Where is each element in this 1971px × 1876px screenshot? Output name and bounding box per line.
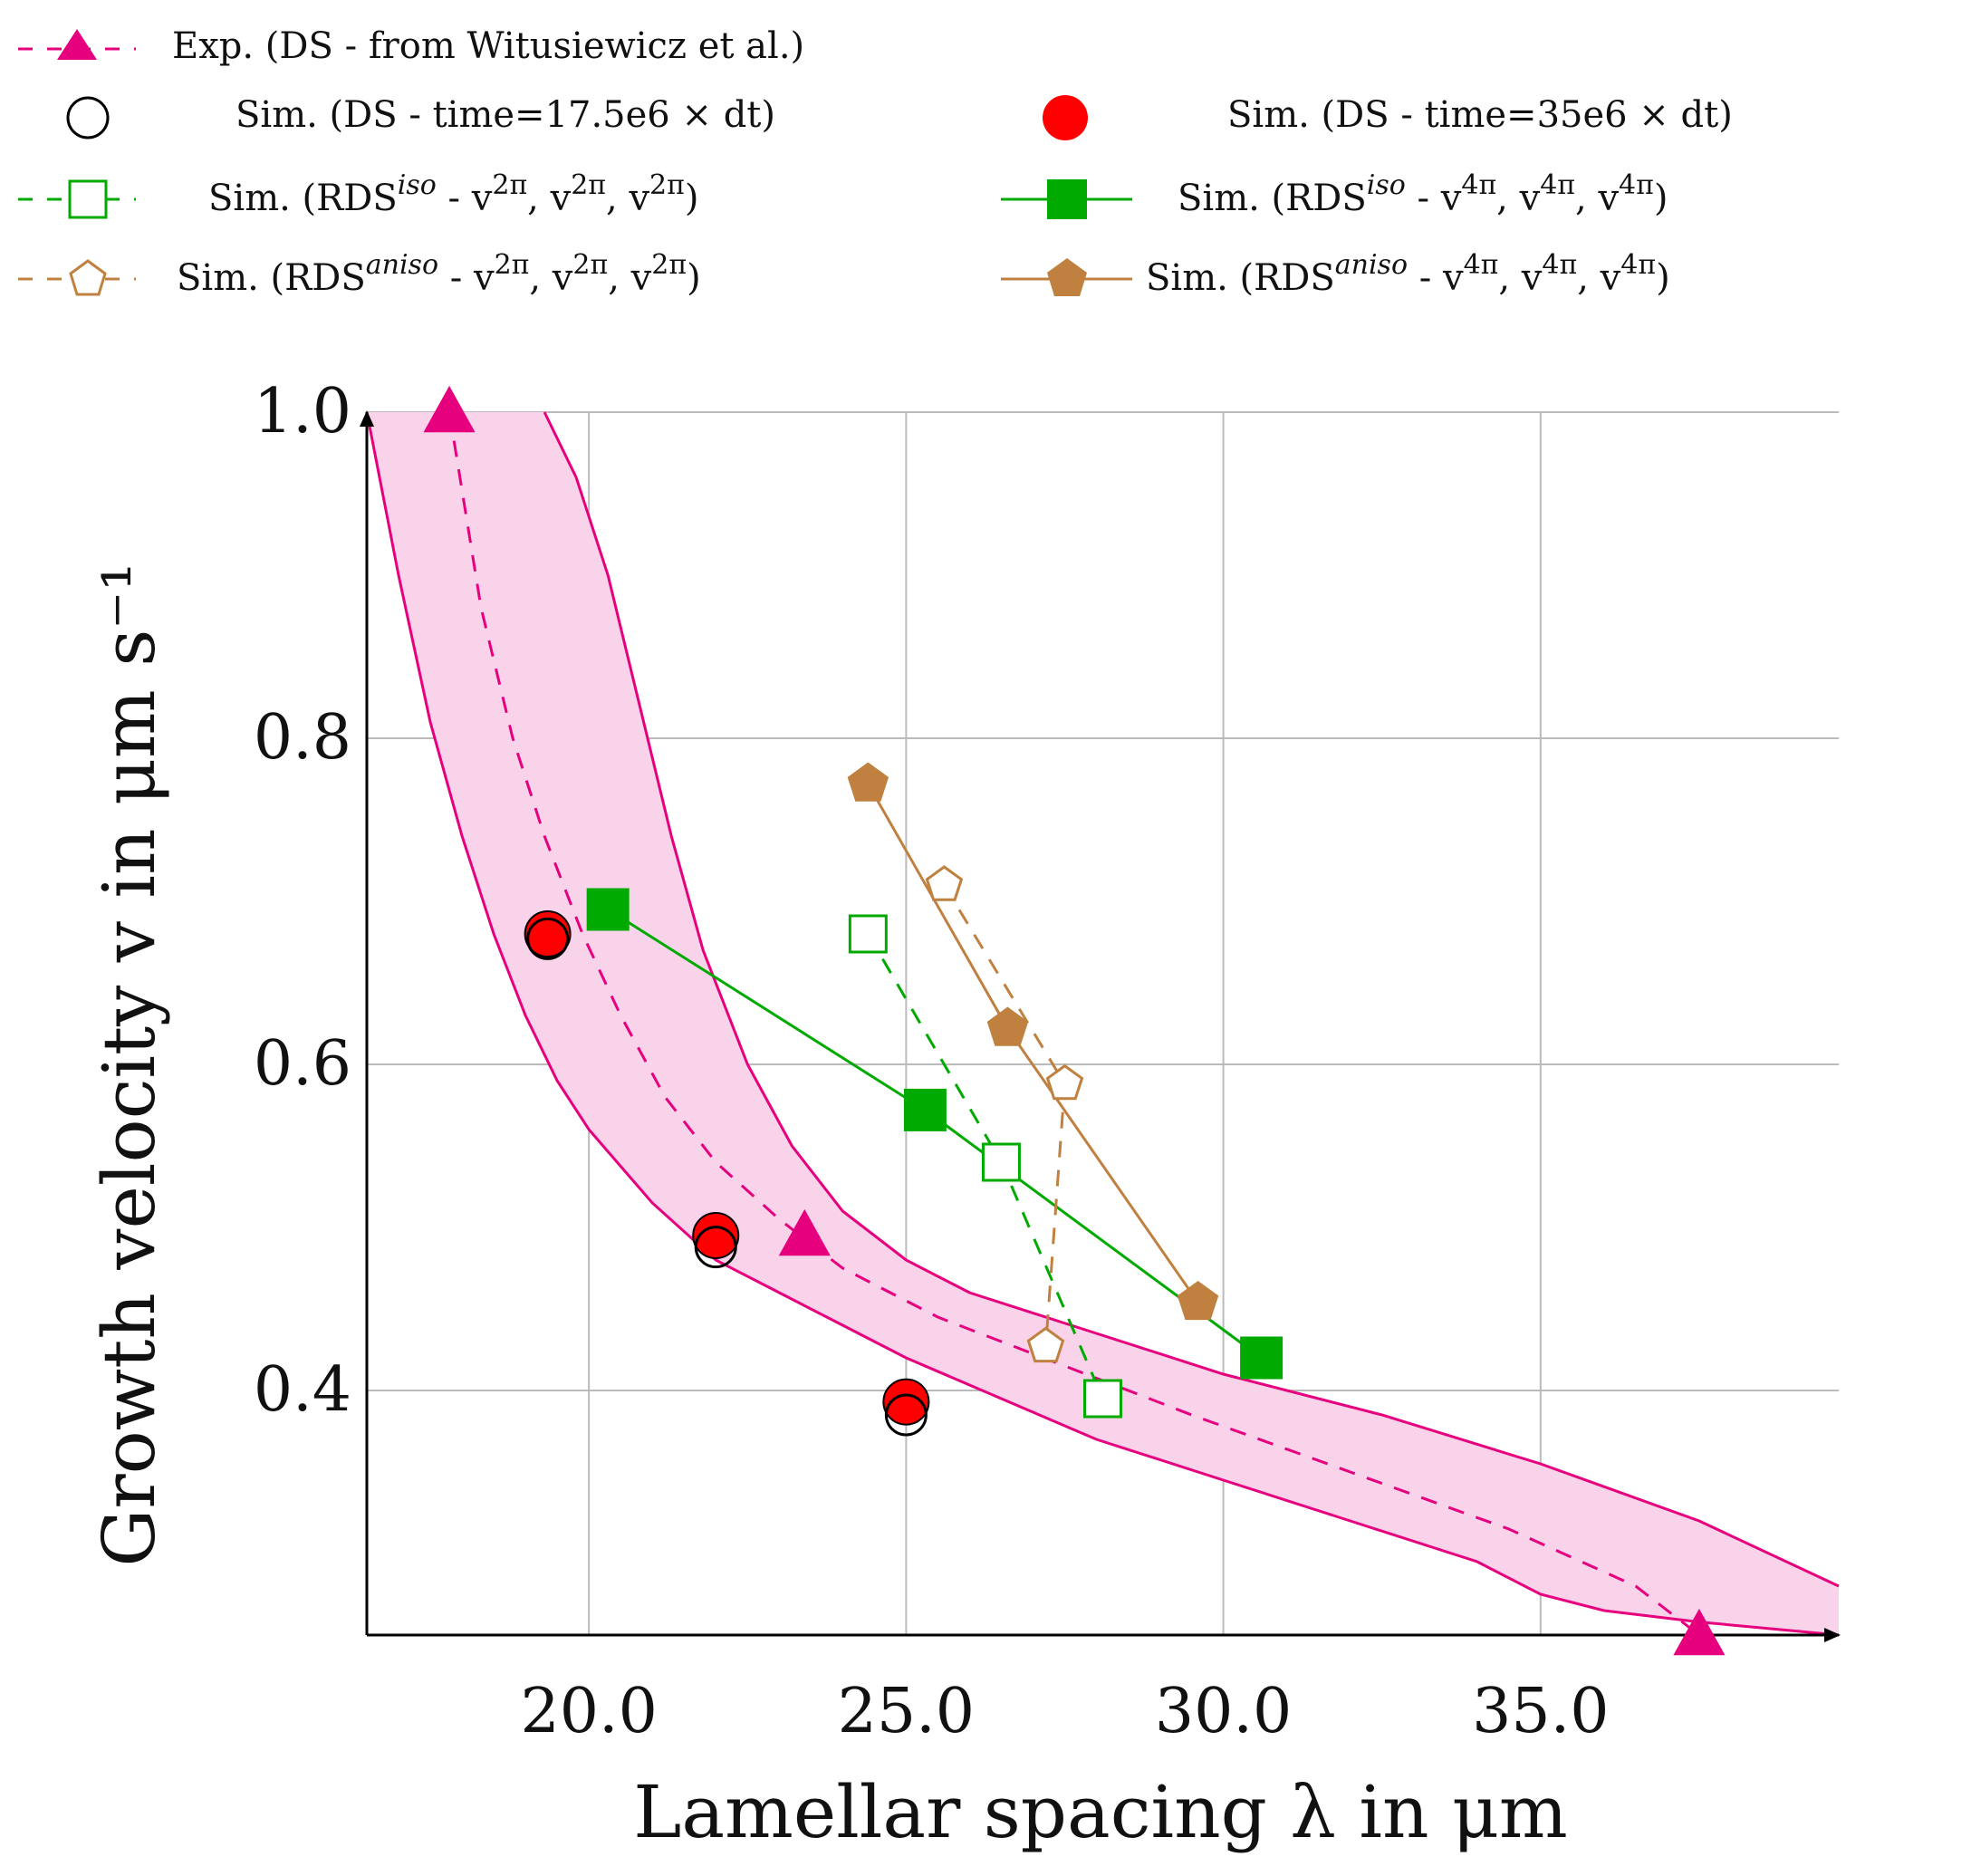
- data-point-series-2: [692, 1212, 740, 1259]
- filled-circle-icon: [1043, 95, 1088, 140]
- legend-label-rds-iso-2pi: Sim. (RDSiso - v2π, v2π, v2π): [208, 169, 698, 219]
- data-point-series-0: [1673, 1608, 1726, 1656]
- data-point-series-1: [884, 1393, 928, 1437]
- triangle-icon: [57, 29, 97, 60]
- data-point-series-6: [847, 762, 889, 802]
- data-point-series-4: [903, 1088, 947, 1131]
- legend-label-rds-iso-4pi: Sim. (RDSiso - v4π, v4π, v4π): [1178, 169, 1668, 219]
- legend-entry-rds-iso-4pi: Sim. (RDSiso - v4π, v4π, v4π): [1001, 169, 1668, 219]
- legend-label-rds-aniso-2pi: Sim. (RDSaniso - v2π, v2π, v2π): [177, 249, 701, 299]
- y-axis-title: Growth velocity v in μm s⁻¹: [87, 562, 171, 1566]
- open-square-icon: [68, 179, 108, 219]
- legend-entry-rds-aniso-4pi: Sim. (RDSaniso - v4π, v4π, v4π): [1001, 249, 1670, 299]
- legend-entry-sim-ds-17: Sim. (DS - time=17.5e6 × dt): [66, 94, 775, 139]
- open-pentagon-icon: [69, 259, 107, 296]
- data-point-series-4: [586, 888, 630, 931]
- y-tick-label: 1.0: [254, 376, 351, 447]
- data-point-series-6: [1177, 1280, 1219, 1321]
- data-point-series-0: [778, 1208, 831, 1256]
- legend-label-exp: Exp. (DS - from Witusiewicz et al.): [172, 25, 804, 67]
- x-tick-label: 30.0: [1155, 1676, 1292, 1747]
- legend-entry-sim-ds-35: Sim. (DS - time=35e6 × dt): [1043, 94, 1733, 140]
- exp-band-upper-line: [543, 411, 1840, 1588]
- y-tick-label: 0.4: [254, 1354, 351, 1426]
- data-point-series-5: [925, 865, 964, 901]
- y-tick-label: 0.6: [254, 1028, 351, 1100]
- series-line-6: [866, 783, 1199, 1304]
- y-tick-label: 0.8: [254, 702, 351, 774]
- x-axis-arrow-icon: [1824, 1628, 1841, 1642]
- legend-entry-exp: Exp. (DS - from Witusiewicz et al.): [18, 25, 804, 67]
- data-point-series-4: [1240, 1336, 1284, 1380]
- data-point-series-5: [1026, 1326, 1065, 1363]
- exp-band-area: [367, 412, 1839, 1635]
- data-point-series-3: [981, 1142, 1021, 1182]
- legend-entry-rds-iso-2pi: Sim. (RDSiso - v2π, v2π, v2π): [18, 169, 698, 219]
- data-point-series-5: [1045, 1063, 1084, 1101]
- x-tick-label: 20.0: [520, 1676, 657, 1747]
- x-axis-title: Lamellar spacing λ in μm: [633, 1770, 1568, 1854]
- filled-pentagon-icon: [1047, 258, 1087, 296]
- plot-area: 20.0 25.0 30.0 35.0 0.4 0.6 0.8 1.0: [254, 376, 1841, 1747]
- x-tick-label: 35.0: [1472, 1676, 1609, 1747]
- legend-entry-rds-aniso-2pi: Sim. (RDSaniso - v2π, v2π, v2π): [18, 249, 701, 299]
- series-line-0: [447, 411, 1700, 1637]
- data-point-series-0: [423, 385, 476, 433]
- open-circle-icon: [66, 96, 110, 139]
- filled-square-icon: [1047, 179, 1087, 219]
- data-point-series-3: [848, 914, 888, 954]
- y-axis-arrow-icon: [360, 410, 374, 427]
- data-point-series-6: [986, 1006, 1029, 1046]
- legend-label-sim-ds-35: Sim. (DS - time=35e6 × dt): [1227, 94, 1733, 136]
- data-point-series-2: [882, 1378, 930, 1426]
- series-line-5: [943, 884, 1067, 1347]
- exp-band-lower-line: [365, 411, 1840, 1637]
- x-tick-label: 25.0: [838, 1676, 975, 1747]
- data-point-series-3: [1083, 1379, 1122, 1419]
- data-point-series-1: [694, 1226, 737, 1269]
- data-point-series-1: [526, 917, 570, 960]
- legend-label-sim-ds-17: Sim. (DS - time=17.5e6 × dt): [236, 94, 775, 136]
- legend-label-rds-aniso-4pi: Sim. (RDSaniso - v4π, v4π, v4π): [1146, 249, 1670, 299]
- legend: Exp. (DS - from Witusiewicz et al.) Sim.…: [18, 25, 1733, 299]
